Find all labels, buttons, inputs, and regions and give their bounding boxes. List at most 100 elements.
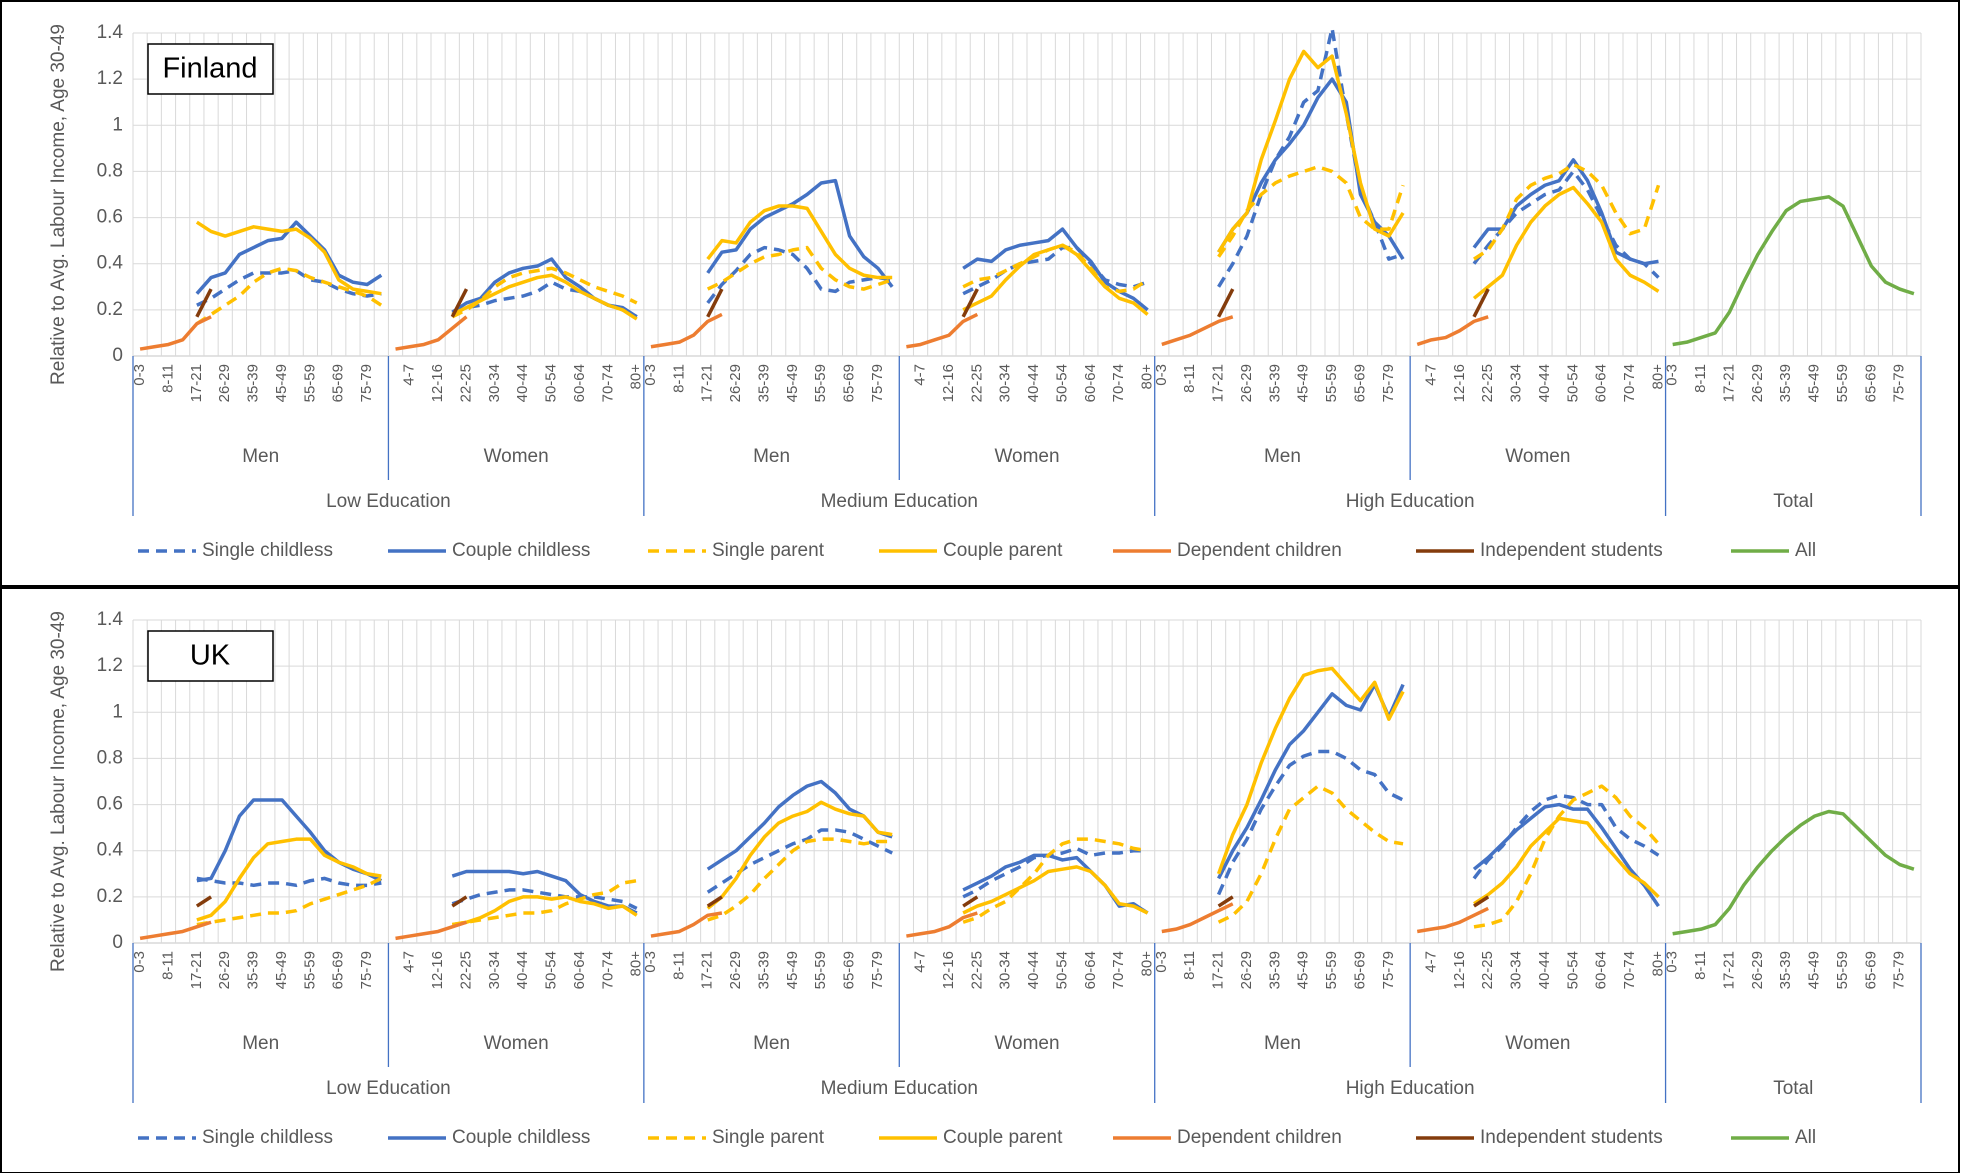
- title-box: [147, 630, 274, 682]
- x-tick-label: 26-29: [1238, 364, 1255, 402]
- x-tick-label: 0-3: [1664, 364, 1681, 386]
- x-tick-label: 70-74: [1621, 951, 1638, 989]
- x-tick-label: 8-11: [670, 364, 687, 393]
- x-tick-label: 65-69: [1862, 364, 1879, 402]
- series-line: [1217, 682, 1405, 880]
- x-tick-label: 26-29: [1238, 951, 1255, 989]
- series-line: [395, 315, 468, 351]
- x-tick-label: 4-7: [912, 951, 929, 973]
- x-tick-label: 70-74: [1110, 951, 1127, 989]
- group-label: Women: [1505, 1033, 1570, 1054]
- series-line: [962, 895, 979, 908]
- group-label: Women: [484, 446, 549, 467]
- x-tick-label: 60-64: [571, 364, 588, 402]
- x-tick-label: 70-74: [1110, 364, 1127, 402]
- x-tick-label: 80+: [1139, 951, 1156, 977]
- y-tick-label: 0.6: [97, 207, 123, 228]
- x-tick-label: 35-39: [1777, 364, 1794, 402]
- series-line: [1473, 162, 1661, 261]
- panel-border: [0, 587, 1960, 1173]
- series-line: [1161, 902, 1234, 934]
- x-tick-label: 22-25: [457, 951, 474, 989]
- y-tick-label: 0.6: [97, 794, 123, 815]
- series-line: [706, 895, 723, 908]
- x-tick-label: 70-74: [599, 951, 616, 989]
- x-tick-label: 8-11: [1692, 364, 1709, 393]
- x-tick-label: 55-59: [301, 364, 318, 402]
- x-tick-label: 4-7: [401, 951, 418, 973]
- legend-label: Independent students: [1480, 540, 1663, 561]
- series-line: [195, 266, 383, 326]
- x-tick-label: 65-69: [330, 364, 347, 402]
- x-tick-label: 35-39: [245, 364, 262, 402]
- x-tick-label: 65-69: [330, 951, 347, 989]
- series-line: [195, 288, 213, 318]
- section-label: High Education: [1346, 491, 1475, 512]
- x-tick-label: 55-59: [812, 951, 829, 989]
- x-tick-label: 35-39: [1777, 951, 1794, 989]
- x-tick-label: 0-3: [642, 364, 659, 386]
- x-tick-label: 0-3: [131, 951, 148, 973]
- x-tick-label: 12-16: [1451, 951, 1468, 989]
- x-tick-label: 12-16: [940, 951, 957, 989]
- legend-label: Single parent: [712, 1127, 825, 1148]
- x-tick-label: 40-44: [1536, 364, 1553, 402]
- x-tick-label: 75-79: [1891, 364, 1908, 402]
- x-tick-label: 55-59: [1323, 951, 1340, 989]
- series-line: [196, 798, 383, 883]
- series-line: [195, 220, 382, 296]
- series-line: [1217, 49, 1405, 254]
- x-tick-label: 60-64: [1593, 364, 1610, 402]
- x-tick-label: 4-7: [912, 364, 929, 386]
- x-tick-label: 22-25: [1479, 364, 1496, 402]
- series-line: [196, 876, 383, 927]
- y-tick-label: 0: [112, 345, 123, 366]
- x-tick-label: 65-69: [1351, 364, 1368, 402]
- x-tick-label: 55-59: [1834, 951, 1851, 989]
- x-tick-label: 4-7: [1422, 364, 1439, 386]
- x-tick-label: 30-34: [997, 951, 1014, 989]
- y-tick-label: 0.8: [97, 747, 123, 768]
- x-tick-label: 60-64: [1082, 364, 1099, 402]
- series-line: [196, 876, 382, 888]
- legend-label: Single childless: [202, 1127, 333, 1148]
- y-tick-label: 1.4: [97, 609, 124, 630]
- series-line: [962, 837, 1148, 924]
- legend-label: Dependent children: [1177, 1127, 1342, 1148]
- x-tick-label: 17-21: [188, 951, 205, 989]
- x-tick-label: 35-39: [245, 951, 262, 989]
- x-tick-label: 26-29: [1749, 951, 1766, 989]
- x-tick-label: 17-21: [1210, 364, 1227, 402]
- series-line: [1217, 288, 1235, 318]
- x-tick-label: 0-3: [1153, 364, 1170, 386]
- x-tick-label: 75-79: [1380, 951, 1397, 989]
- series-line: [706, 245, 893, 305]
- section-label: Total: [1773, 1078, 1813, 1099]
- x-tick-label: 12-16: [429, 951, 446, 989]
- x-tick-label: 26-29: [216, 951, 233, 989]
- group-label: Men: [242, 1033, 279, 1054]
- series-line: [1216, 666, 1405, 875]
- series-line: [906, 911, 978, 938]
- series-line: [452, 878, 638, 927]
- series-line: [650, 312, 723, 349]
- y-tick-label: 0.2: [97, 886, 123, 907]
- series-line: [452, 895, 638, 927]
- x-tick-label: 17-21: [699, 364, 716, 402]
- x-tick-label: 35-39: [755, 951, 772, 989]
- x-tick-label: 75-79: [869, 951, 886, 989]
- section-label: Total: [1773, 491, 1813, 512]
- y-tick-label: 0.4: [97, 253, 124, 274]
- x-tick-label: 22-25: [968, 951, 985, 989]
- x-tick-label: 45-49: [1295, 364, 1312, 402]
- x-tick-label: 45-49: [273, 951, 290, 989]
- series-line: [1216, 749, 1404, 896]
- x-tick-label: 4-7: [1422, 951, 1439, 973]
- series-line: [196, 268, 382, 307]
- x-tick-label: 8-11: [1692, 951, 1709, 980]
- group-label: Women: [994, 1033, 1059, 1054]
- x-tick-label: 35-39: [1266, 364, 1283, 402]
- x-tick-label: 17-21: [188, 364, 205, 402]
- x-tick-label: 80+: [628, 364, 645, 390]
- legend-label: Single parent: [712, 540, 825, 561]
